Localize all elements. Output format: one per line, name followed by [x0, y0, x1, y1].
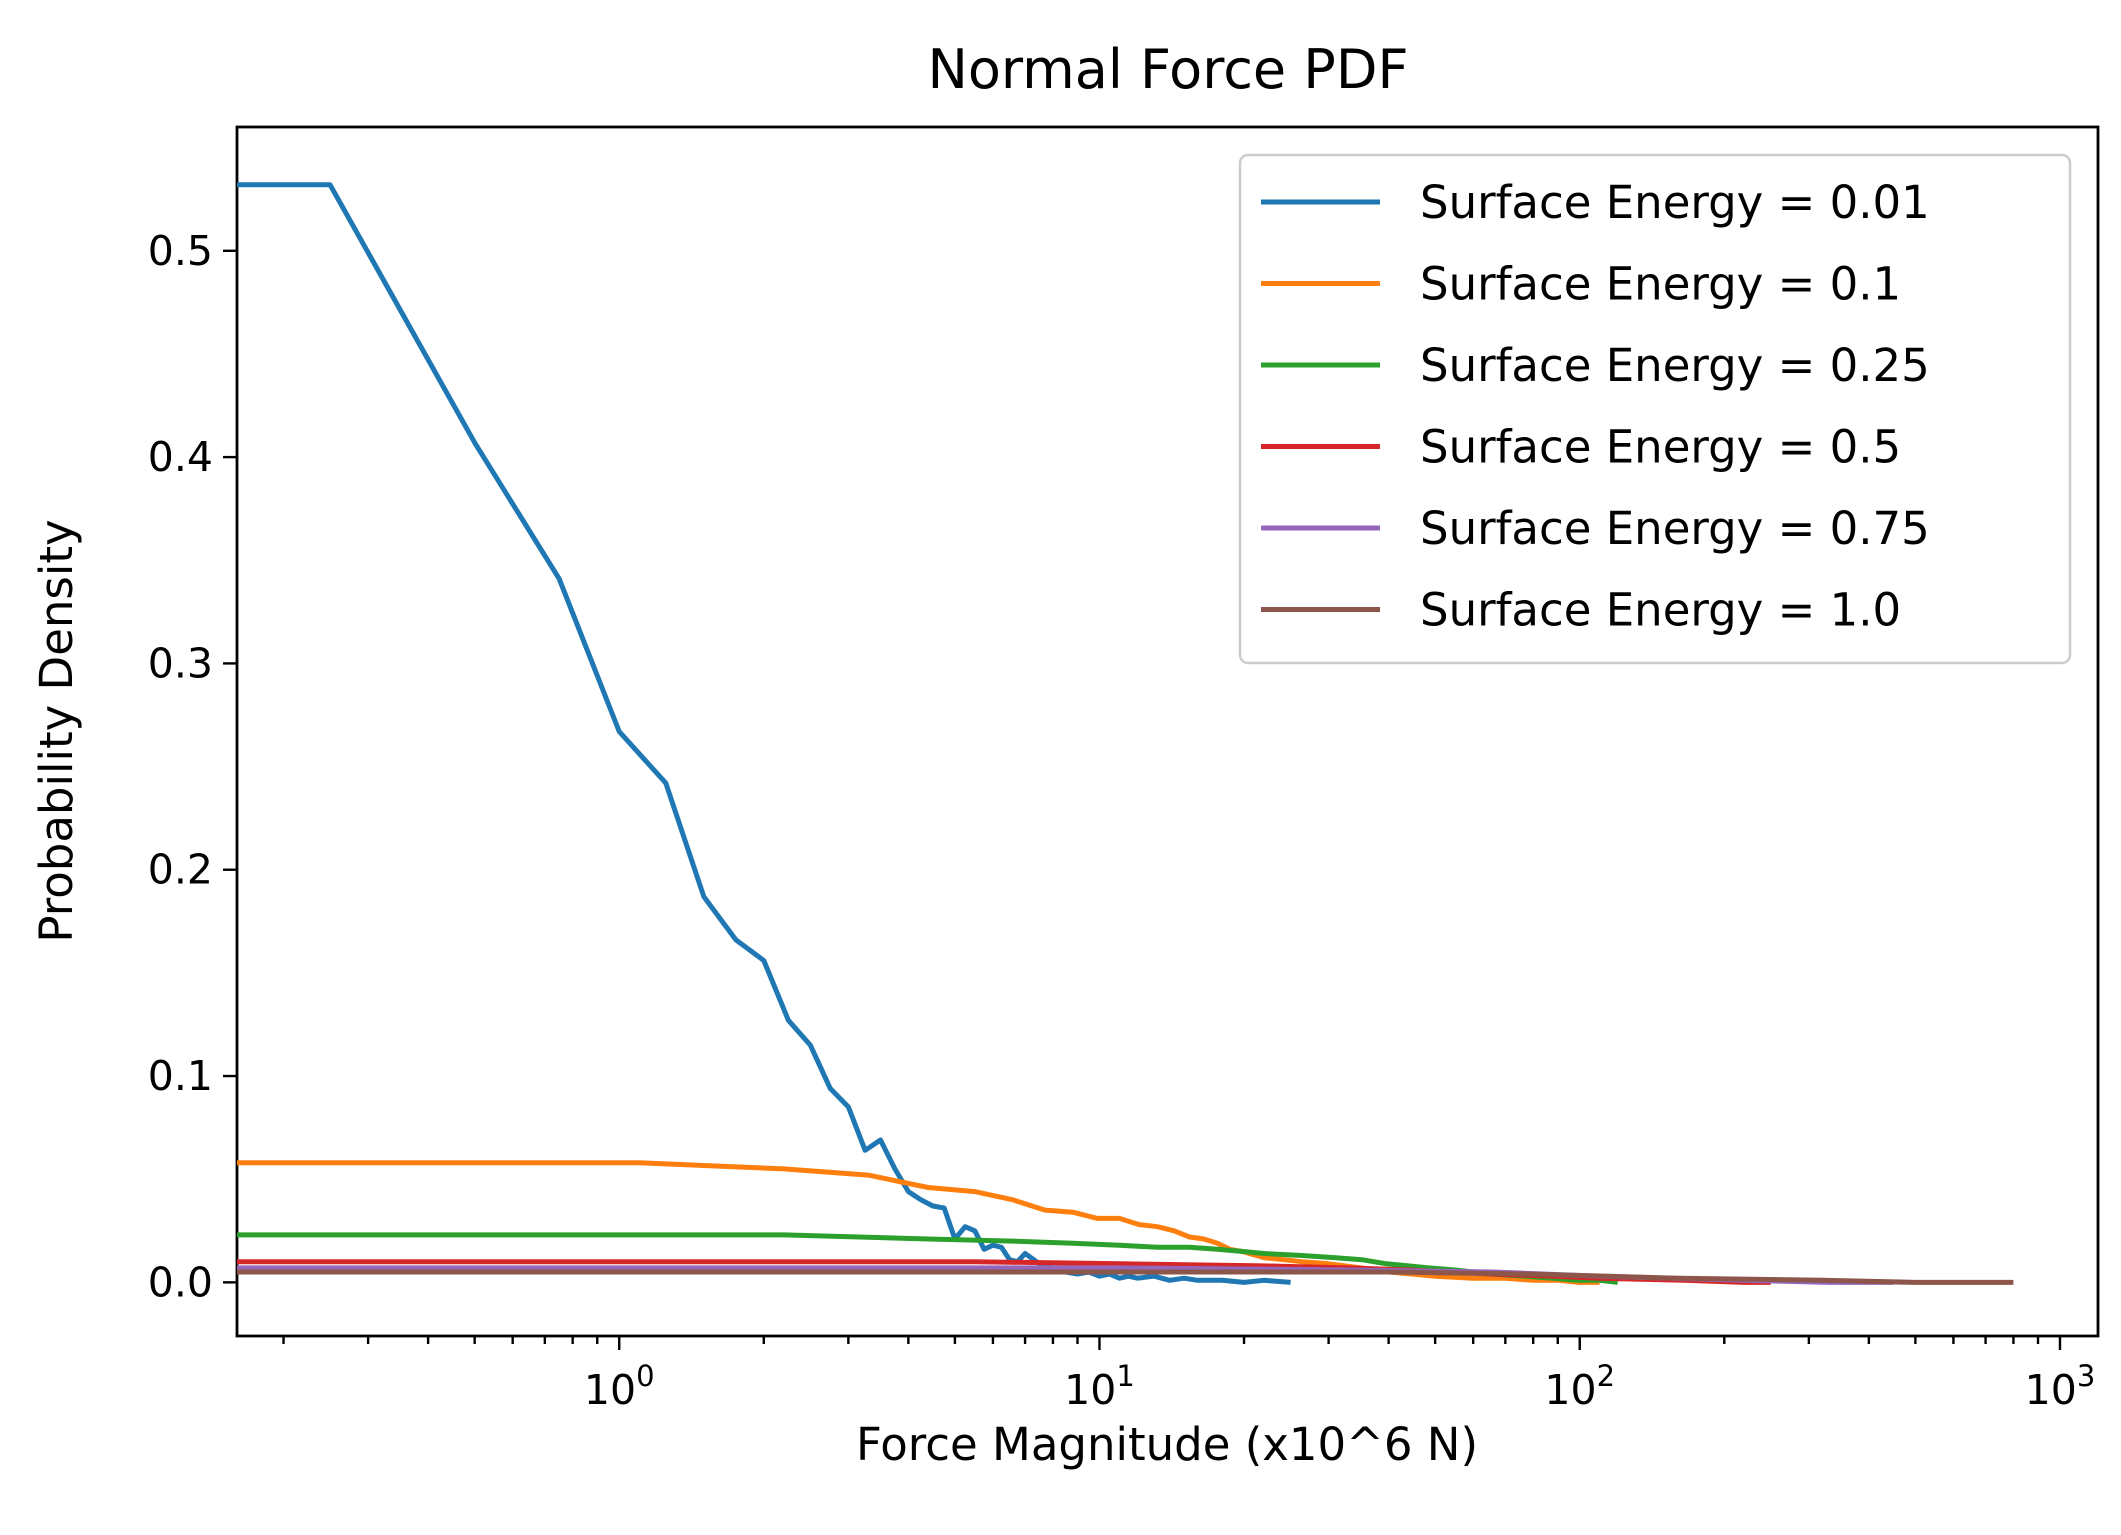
x-axis-ticks: 100 101 102 103: [282, 1336, 2096, 1414]
legend-label-6: Surface Energy = 1.0: [1420, 584, 1901, 637]
x-tick-label: 101: [1064, 1359, 1135, 1414]
legend-label-4: Surface Energy = 0.5: [1420, 421, 1901, 474]
y-tick-label: 0.1: [148, 1052, 213, 1100]
x-tick-label-exponent: 1: [1116, 1359, 1134, 1393]
legend-label-5: Surface Energy = 0.75: [1420, 502, 1930, 555]
legend-label-2: Surface Energy = 0.1: [1420, 258, 1901, 311]
x-tick-label-base: 10: [2025, 1366, 2077, 1414]
series-line-2: [237, 1160, 1600, 1285]
y-tick-label: 0.4: [148, 433, 213, 481]
x-tick-label-exponent: 0: [636, 1359, 654, 1393]
legend-label-1: Surface Energy = 0.01: [1420, 176, 1930, 229]
x-tick-label-base: 10: [584, 1366, 636, 1414]
y-tick-label: 0.5: [148, 227, 213, 275]
legend-entries: Surface Energy = 0.01 Surface Energy = 0.…: [1261, 176, 1930, 637]
x-tick-label: 102: [1544, 1359, 1615, 1414]
legend-label-3: Surface Energy = 0.25: [1420, 339, 1930, 392]
y-tick-label: 0.0: [148, 1258, 213, 1306]
x-axis-label: Force Magnitude (x10^6 N): [856, 1418, 1478, 1471]
x-tick-label-base: 10: [1544, 1366, 1596, 1414]
x-tick-label-exponent: 3: [2077, 1359, 2095, 1393]
x-tick-label-exponent: 2: [1597, 1359, 1615, 1393]
y-tick-label: 0.2: [148, 846, 213, 894]
series-line-1: [237, 182, 1291, 1285]
series-line-6: [237, 1269, 2014, 1285]
plot-area-frame: [235, 125, 2100, 1338]
series-layer: [237, 182, 2014, 1285]
y-axis-label: Probability Density: [30, 519, 83, 942]
y-axis-ticks: 0.0 0.1 0.2 0.3 0.4 0.5: [148, 227, 237, 1306]
x-tick-label: 103: [2025, 1359, 2096, 1414]
chart-title: Normal Force PDF: [927, 38, 1408, 101]
y-tick-label: 0.3: [148, 639, 213, 687]
legend-box: [1238, 153, 2072, 665]
x-tick-label: 100: [584, 1359, 655, 1414]
x-tick-label-base: 10: [1064, 1366, 1116, 1414]
legend: Surface Energy = 0.01 Surface Energy = 0.…: [1238, 153, 2072, 665]
